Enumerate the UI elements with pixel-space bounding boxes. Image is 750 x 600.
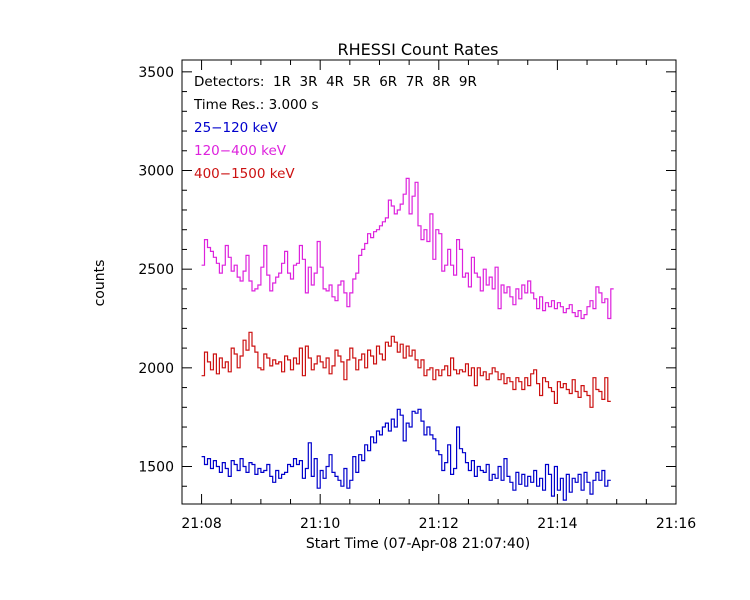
plot-frame [181, 59, 677, 505]
legend: Detectors: 1R 3R 4R 5R 6R 7R 8R 9R Time R… [193, 74, 477, 182]
legend-line: 25−120 keV [194, 120, 278, 136]
legend-line: Detectors: 1R 3R 4R 5R 6R 7R 8R 9R [194, 74, 477, 90]
legend-line: Time Res.: 3.000 s [193, 97, 319, 113]
x-tick-label: 21:14 [537, 516, 577, 532]
series-line-0 [201, 408, 611, 501]
y-tick-label: 3500 [138, 65, 174, 81]
y-axis-label: counts [92, 260, 108, 307]
chart-title: RHESSI Count Rates [338, 40, 499, 59]
y-tick-label: 1500 [138, 460, 174, 476]
series-line-1 [201, 177, 614, 320]
x-tick-label: 21:12 [419, 516, 459, 532]
x-axis: 21:08 21:10 21:12 21:14 21:16 [181, 60, 696, 532]
y-axis: 1500 2000 2500 3000 3500 [138, 65, 676, 487]
legend-line: 400−1500 keV [194, 166, 295, 182]
y-tick-label: 2500 [138, 262, 174, 278]
y-tick-label: 2000 [138, 361, 174, 377]
legend-line: 120−400 keV [194, 143, 287, 159]
x-tick-label: 21:08 [181, 516, 221, 532]
x-tick-label: 21:10 [300, 516, 340, 532]
series-line-2 [201, 331, 611, 408]
x-tick-label: 21:16 [656, 516, 696, 532]
series-layer [201, 177, 614, 501]
x-axis-label: Start Time (07-Apr-08 21:07:40) [306, 536, 530, 552]
y-tick-label: 3000 [138, 164, 174, 180]
